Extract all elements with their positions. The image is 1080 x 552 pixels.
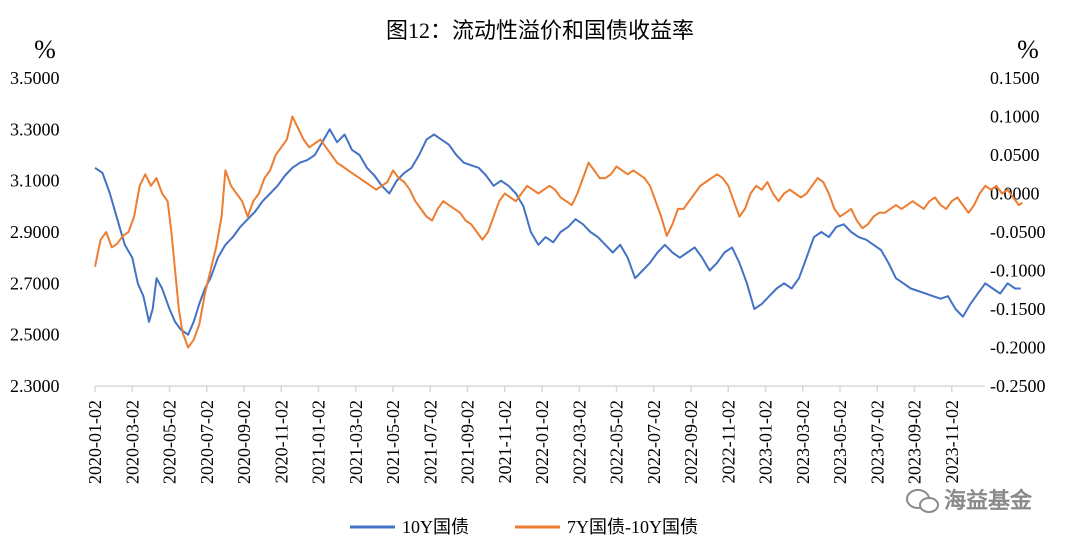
left-tick-label: 2.9000 xyxy=(10,222,60,242)
x-tick-label: 2022-05-02 xyxy=(607,400,627,484)
left-tick-label: 3.1000 xyxy=(10,171,60,191)
right-tick-label: 0.0000 xyxy=(990,184,1040,204)
right-tick-label: -0.1000 xyxy=(990,261,1046,281)
x-tick-label: 2021-01-02 xyxy=(309,400,329,484)
right-tick-label: -0.1500 xyxy=(990,299,1046,319)
legend: 10Y国债 7Y国债-10Y国债 xyxy=(350,517,698,537)
chat-bubble-icon xyxy=(906,489,939,513)
x-tick-label: 2020-09-02 xyxy=(234,400,254,484)
x-tick-label: 2021-03-02 xyxy=(346,400,366,484)
left-tick-label: 2.7000 xyxy=(10,273,60,293)
right-tick-label: -0.2000 xyxy=(990,338,1046,358)
x-tick-label: 2021-09-02 xyxy=(458,400,478,484)
left-tick-label: 2.5000 xyxy=(10,325,60,345)
right-tick-label: 0.1500 xyxy=(990,68,1040,88)
x-tick-label: 2023-07-02 xyxy=(867,400,887,484)
x-axis-ticks: 2020-01-02 2020-03-02 2020-05-02 2020-07-02… xyxy=(85,386,962,484)
chart-title: 图12：流动性溢价和国债收益率 xyxy=(386,18,694,43)
x-tick-label: 2022-07-02 xyxy=(644,400,664,484)
legend-label-10y: 10Y国债 xyxy=(402,517,469,537)
x-tick-label: 2023-05-02 xyxy=(830,400,850,484)
watermark-text: 海益基金 xyxy=(944,488,1033,514)
right-tick-label: 0.0500 xyxy=(990,145,1040,165)
left-tick-label: 2.3000 xyxy=(10,376,60,396)
x-tick-label: 2023-11-02 xyxy=(942,400,962,483)
left-axis-ticks: 3.5000 3.3000 3.1000 2.9000 2.7000 2.5000 2.30… xyxy=(10,68,60,396)
x-tick-label: 2020-05-02 xyxy=(160,400,180,484)
series-line-10y xyxy=(94,128,1021,336)
watermark: 海益基金 xyxy=(906,488,1033,514)
series-line-spread xyxy=(94,115,1024,349)
right-tick-label: 0.1000 xyxy=(990,107,1040,127)
x-tick-label: 2020-11-02 xyxy=(271,400,291,483)
x-tick-label: 2022-01-02 xyxy=(532,400,552,484)
x-tick-label: 2022-11-02 xyxy=(718,400,738,483)
x-tick-label: 2021-11-02 xyxy=(495,400,515,483)
left-tick-label: 3.5000 xyxy=(10,68,60,88)
legend-label-spread: 7Y国债-10Y国债 xyxy=(567,517,698,537)
x-tick-label: 2023-01-02 xyxy=(756,400,776,484)
x-tick-label: 2022-03-02 xyxy=(569,400,589,484)
x-tick-label: 2020-01-02 xyxy=(85,400,105,484)
x-tick-label: 2023-09-02 xyxy=(905,400,925,484)
x-tick-label: 2021-07-02 xyxy=(420,400,440,484)
right-tick-label: -0.2500 xyxy=(990,376,1046,396)
x-tick-label: 2021-05-02 xyxy=(383,400,403,484)
x-tick-label: 2023-03-02 xyxy=(793,400,813,484)
series-layer xyxy=(94,115,1024,349)
left-tick-label: 3.3000 xyxy=(10,119,60,139)
left-axis-unit: % xyxy=(34,35,56,64)
x-tick-label: 2020-03-02 xyxy=(122,400,142,484)
x-tick-label: 2022-09-02 xyxy=(681,400,701,484)
right-axis-unit: % xyxy=(1017,35,1039,64)
right-tick-label: -0.0500 xyxy=(990,222,1046,242)
right-axis-ticks: 0.1500 0.1000 0.0500 0.0000 -0.0500 -0.1000 -0… xyxy=(990,68,1046,396)
x-tick-label: 2020-07-02 xyxy=(197,400,217,484)
